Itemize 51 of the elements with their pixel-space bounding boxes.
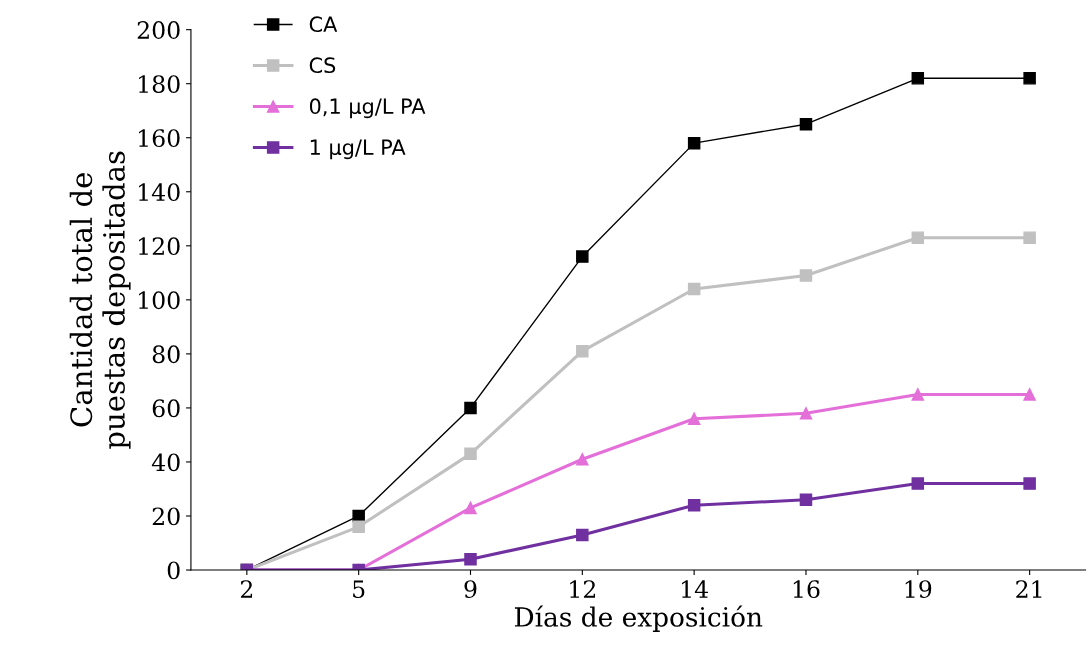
y-axis-title: Cantidad total de puestas depositadas: [69, 151, 131, 449]
legend-label: CS: [309, 57, 336, 74]
point: [687, 412, 701, 425]
point: [576, 250, 589, 263]
point: [911, 477, 925, 490]
y-tick-label: 40: [151, 453, 180, 472]
y-tick-label: 60: [152, 399, 180, 418]
point: [1023, 477, 1036, 490]
y-tick-label: 120: [139, 237, 180, 256]
point: [464, 447, 477, 461]
point: [687, 282, 701, 296]
legend-label: CA: [309, 16, 338, 33]
x-tick-label: 14: [682, 580, 708, 598]
point: [464, 501, 477, 515]
y-tick-label: 80: [152, 345, 180, 364]
point: [464, 552, 477, 566]
legend-label: 1 µg/L PA: [310, 139, 406, 160]
y-tick-label: 200: [137, 21, 180, 39]
y-tick-label: 0: [167, 561, 180, 580]
x-tick-label: 19: [905, 580, 932, 599]
point: [576, 453, 589, 466]
point: [352, 520, 365, 534]
point: [352, 509, 365, 523]
y-tick-label: 20: [152, 507, 180, 526]
point: [687, 498, 701, 512]
x-tick-label: 5: [353, 580, 365, 599]
point: [911, 72, 925, 85]
y-tick-label: 180: [139, 75, 180, 93]
point: [1023, 231, 1036, 244]
point: [799, 493, 813, 507]
point: [911, 388, 925, 401]
point: [799, 407, 813, 420]
point: [1023, 388, 1036, 401]
x-tick-label: 2: [240, 580, 253, 598]
point: [464, 401, 477, 415]
point: [911, 231, 925, 244]
y-tick-label: 100: [139, 291, 180, 310]
y-tick-label: 140: [139, 183, 180, 202]
y-tick-label: 160: [139, 129, 180, 148]
x-tick-label: 9: [464, 580, 477, 599]
point: [799, 269, 813, 282]
point: [576, 528, 589, 542]
x-axis-title: Días de exposición: [514, 605, 763, 632]
x-tick-label: 21: [1016, 580, 1042, 598]
point: [576, 344, 589, 358]
point: [687, 136, 701, 150]
legend-label: 0,1 µg/L PA: [309, 98, 426, 119]
x-tick-label: 16: [793, 580, 820, 599]
point: [1023, 72, 1036, 85]
point: [799, 117, 813, 131]
x-tick-label: 12: [570, 580, 596, 598]
